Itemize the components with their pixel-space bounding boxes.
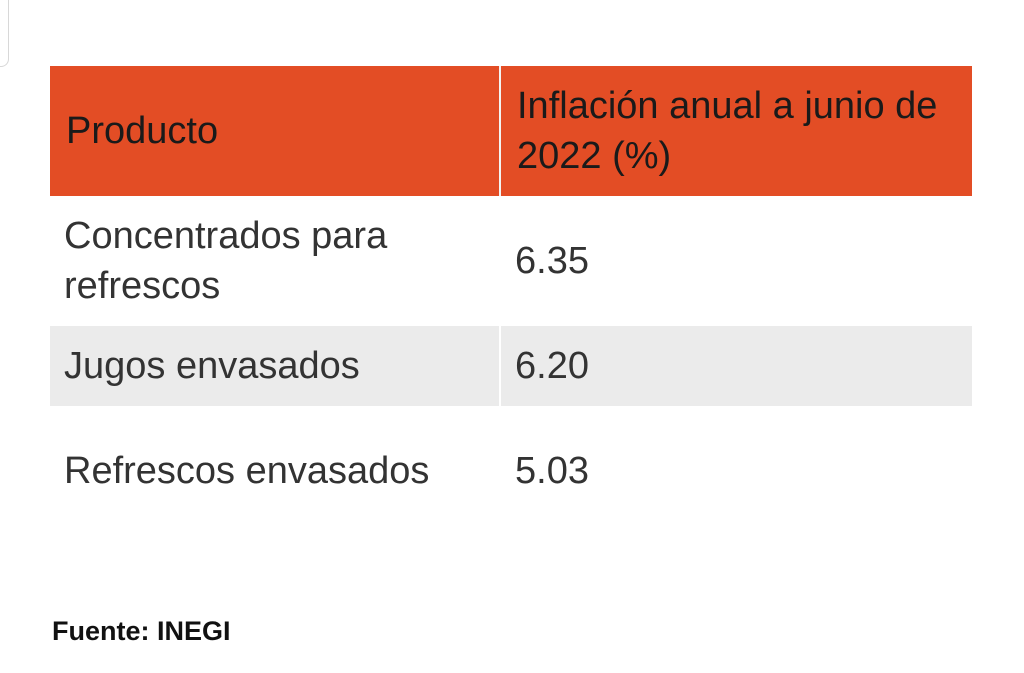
- table-row: Jugos envasados 6.20: [50, 326, 972, 406]
- table-header-row: Producto Inflación anual a junio de 2022…: [50, 66, 972, 196]
- source-note: Fuente: INEGI: [52, 616, 231, 646]
- cell-producto: Refrescos envasados: [50, 406, 501, 536]
- inflation-table: Producto Inflación anual a junio de 2022…: [50, 66, 972, 536]
- cell-valor: 6.20: [500, 326, 972, 406]
- cell-producto: Jugos envasados: [50, 326, 501, 406]
- table-row: Concentrados para refrescos 6.35: [50, 196, 972, 326]
- cell-valor: 6.35: [500, 196, 972, 326]
- header-producto: Producto: [50, 66, 501, 196]
- panel-corner: [0, 0, 9, 67]
- cell-producto: Concentrados para refrescos: [50, 196, 501, 326]
- header-inflacion: Inflación anual a junio de 2022 (%): [500, 66, 972, 196]
- cell-valor: 5.03: [500, 406, 972, 536]
- table-row: Refrescos envasados 5.03: [50, 406, 972, 536]
